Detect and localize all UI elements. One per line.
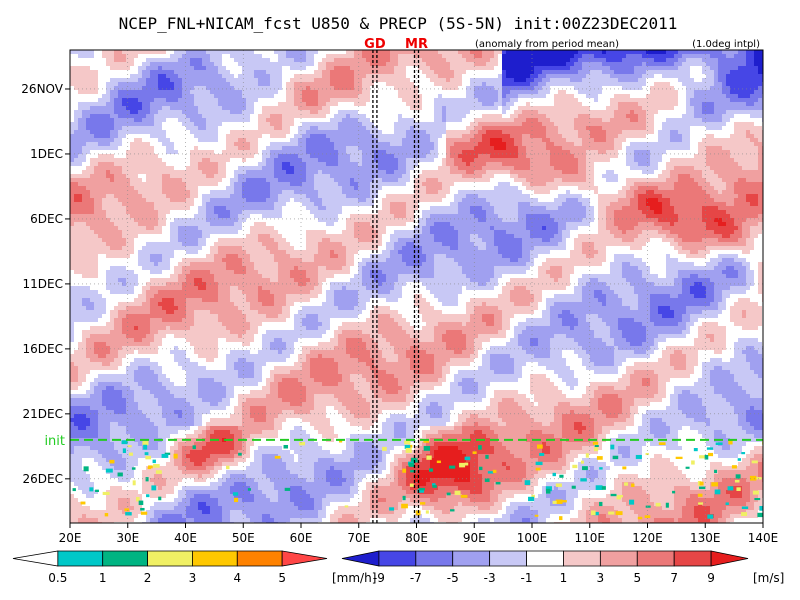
precip-colorbar-swatch [281,550,328,567]
precip-colorbar-swatch [236,550,283,567]
x-tick-label: 20E [59,531,82,545]
wind-colorbar-label: -9 [373,571,385,585]
precip-colorbar-swatch [57,550,104,567]
wind-colorbar-swatch [673,550,712,567]
precip-colorbar-unit: [mm/h] [332,571,376,585]
colorbars: 0.5 1 2 3 4 5 [mm/h]-9 -7 -5 -3 -1 1 3 5 7 9 [m/s] [12,550,784,585]
wind-colorbar-label: -7 [410,571,422,585]
wind-colorbar-label: -3 [484,571,496,585]
wind-colorbar-swatch [636,550,675,567]
precip-colorbar-label: 3 [189,571,197,585]
y-tick-label: 6DEC [30,212,63,226]
wind-colorbar-label: 1 [560,571,568,585]
wind-colorbar-swatch [526,550,564,567]
precip-colorbar-label: 4 [233,571,241,585]
precip-colorbar-label: 0.5 [48,571,67,585]
init-label: init [44,434,65,449]
wind-colorbar-swatch [415,550,454,567]
y-tick-label: 11DEC [23,277,63,291]
plot-area [70,50,763,523]
x-tick-label: 130E [690,531,721,545]
precip-colorbar-swatch [12,550,59,567]
x-tick-label: 80E [405,531,428,545]
x-tick-label: 50E [232,531,255,545]
x-tick-label: 100E [517,531,548,545]
wind-colorbar-label: -5 [447,571,459,585]
chart-subtitle-right: (1.0deg intpl) [692,39,760,50]
y-tick-label: 21DEC [23,407,63,421]
wind-colorbar-label: 7 [670,571,678,585]
x-tick-label: 110E [575,531,606,545]
x-tick-label: 90E [463,531,486,545]
marker-label: GD [364,37,386,52]
chart-title: NCEP_FNL+NICAM_fcst U850 & PRECP (5S-5N)… [119,14,678,33]
wind-colorbar-swatch [489,550,527,567]
x-tick-label: 30E [116,531,139,545]
wind-colorbar-swatch [710,550,749,567]
precip-colorbar-swatch [102,550,148,567]
wind-colorbar-swatch [563,550,601,567]
precip-colorbar-swatch [147,550,193,567]
wind-colorbar-unit: [m/s] [753,571,784,585]
y-tick-label: 1DEC [30,147,63,161]
marker-label: MR [405,37,428,52]
x-tick-label: 70E [347,531,370,545]
wind-colorbar-swatch [452,550,491,567]
wind-colorbar-label: 3 [597,571,605,585]
x-tick-label: 140E [748,531,779,545]
y-tick-label: 26DEC [23,472,63,486]
wind-colorbar-swatch [341,550,380,567]
wind-colorbar-label: 5 [633,571,641,585]
wind-colorbar-swatch [599,550,638,567]
precip-colorbar-label: 2 [144,571,152,585]
chart-subtitle-left: (anomaly from period mean) [475,39,619,50]
precip-colorbar-label: 1 [99,571,107,585]
y-tick-label: 26NOV [21,82,63,96]
y-tick-label: 16DEC [23,342,63,356]
x-tick-label: 40E [174,531,197,545]
x-tick-label: 120E [632,531,663,545]
wind-colorbar-label: -1 [521,571,533,585]
x-tick-label: 60E [290,531,313,545]
anomaly-field [70,50,763,523]
precip-colorbar-swatch [192,550,238,567]
wind-colorbar-swatch [378,550,417,567]
axes: GD MR init 20E 30E 40E 50E 60E 70E 80E 90E 100E 110E… [21,37,778,545]
precip-colorbar-label: 5 [278,571,286,585]
wind-colorbar-label: 9 [707,571,715,585]
